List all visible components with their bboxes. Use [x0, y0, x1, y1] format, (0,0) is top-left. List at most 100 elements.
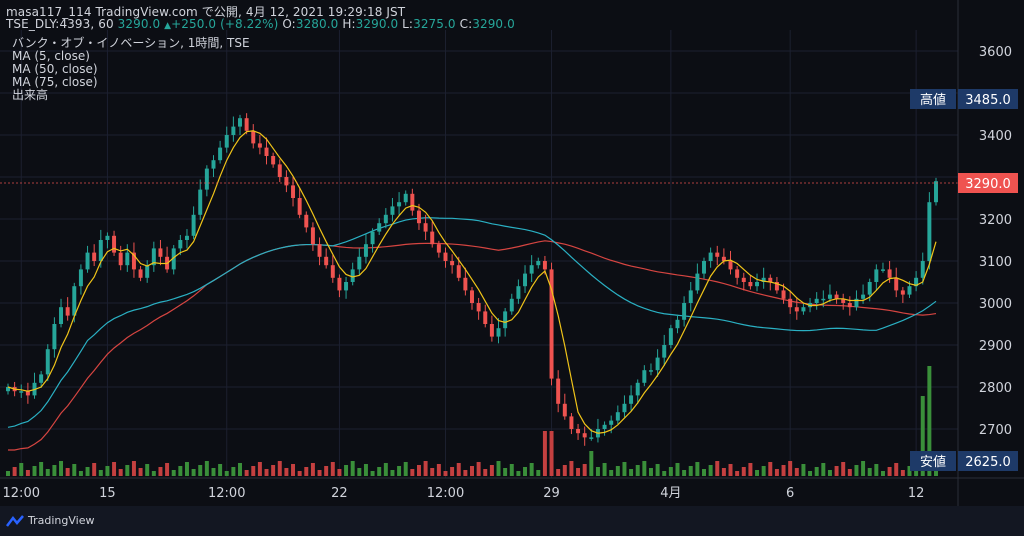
candle-body: [655, 357, 660, 371]
volume-bar: [808, 471, 813, 476]
volume-bar: [131, 461, 136, 476]
volume-bar: [794, 468, 799, 476]
volume-bar: [304, 467, 309, 476]
volume-bar: [171, 470, 176, 476]
low-value: 3275.0: [413, 17, 456, 31]
candle-body: [151, 248, 156, 266]
volume-bar: [443, 471, 448, 476]
indicator-ma75[interactable]: MA (75, close): [12, 75, 98, 89]
volume-bar: [403, 462, 408, 476]
candle-body: [648, 370, 653, 372]
candle-body: [662, 345, 667, 358]
ma50-line: [7, 217, 937, 428]
volume-bar: [894, 463, 899, 476]
candle-body: [105, 235, 110, 240]
volume-bar: [721, 468, 726, 476]
indicator-ma50[interactable]: MA (50, close): [12, 62, 98, 76]
volume-bar: [589, 451, 594, 476]
low-badge: 安値 2625.0: [910, 451, 1018, 471]
candle-body: [310, 227, 315, 245]
volume-bar: [324, 466, 329, 476]
candle-body: [330, 265, 335, 278]
volume-bars: [6, 366, 938, 476]
candle-body: [98, 240, 103, 261]
volume-bar: [370, 471, 375, 476]
candle-body: [900, 290, 905, 295]
candle-body: [211, 160, 216, 169]
candle-body: [927, 202, 932, 261]
volume-bar: [145, 464, 150, 476]
volume-bar: [668, 467, 673, 476]
candle-body: [489, 324, 494, 337]
high-badge: 高値 3485.0: [910, 89, 1018, 109]
volume-bar: [436, 464, 441, 476]
price-chart[interactable]: 2700 2800 2900 3000 3100 3200 3400 3600 12:00 15…: [0, 0, 1024, 506]
candle-body: [721, 256, 726, 261]
ma75-line: [8, 240, 937, 451]
price-axis: 2700 2800 2900 3000 3100 3200 3400 3600: [957, 0, 1012, 506]
candle-body: [291, 185, 296, 198]
indicator-ma5[interactable]: MA (5, close): [12, 49, 90, 63]
candle-body: [224, 135, 229, 148]
candle-body: [496, 328, 501, 337]
y-tick-label: 2900: [979, 339, 1012, 354]
candle-body: [450, 261, 455, 266]
volume-bar: [774, 469, 779, 476]
volume-bar: [423, 461, 428, 476]
volume-bar: [761, 466, 766, 476]
candle-body: [184, 235, 189, 240]
volume-bar: [576, 468, 581, 476]
candle-body: [19, 391, 24, 393]
volume-bar: [509, 464, 514, 476]
volume-bar: [529, 463, 534, 476]
volume-bar: [45, 469, 50, 476]
volume-bar: [609, 470, 614, 476]
candle-body: [536, 261, 541, 266]
tradingview-logo[interactable]: TradingView: [6, 514, 94, 527]
volume-bar: [834, 466, 839, 476]
volume-bar: [880, 471, 885, 476]
candle-body: [403, 193, 408, 203]
symbol: TSE_DLY:4393, 60: [6, 17, 114, 31]
y-tick-label: 3200: [979, 213, 1012, 228]
candle-body: [470, 290, 474, 303]
candle-body: [324, 256, 329, 266]
y-tick-label: 3000: [979, 297, 1012, 312]
volume-bar: [39, 462, 44, 476]
low-label: 安値: [920, 454, 946, 470]
x-tick-label: 12: [908, 486, 925, 501]
volume-bar: [184, 462, 189, 476]
indicator-symbol[interactable]: バンク・オブ・イノベーション, 1時間, TSE: [12, 36, 250, 50]
candle-body: [59, 307, 64, 324]
candle-body: [629, 395, 634, 404]
candle-body: [264, 147, 269, 156]
volume-bar: [549, 431, 554, 476]
last-price-value: 3290.0: [965, 177, 1011, 192]
low-value: 2625.0: [965, 455, 1011, 470]
indicator-volume[interactable]: 出来高: [12, 88, 49, 102]
candle-body: [118, 252, 123, 266]
high-label-box: [910, 89, 956, 109]
ohlc-row: TSE_DLY:4393, 60 3290.0 ▲+250.0 (+8.22%)…: [6, 17, 515, 31]
ma5-path: [7, 130, 937, 434]
volume-bar: [191, 469, 196, 476]
volume-bar: [198, 465, 203, 476]
volume-bar: [887, 467, 892, 476]
candle-body: [907, 286, 912, 295]
volume-bar: [238, 463, 242, 476]
volume-bar: [854, 465, 859, 476]
volume-bar: [105, 466, 110, 476]
branding-text: TradingView: [28, 514, 95, 527]
candle-body: [788, 298, 793, 308]
candle-body: [244, 118, 249, 131]
candle-body: [304, 214, 309, 228]
candle-body: [874, 269, 879, 282]
volume-bar: [814, 467, 819, 476]
volume-bar: [52, 465, 57, 476]
volume-bar: [675, 463, 680, 476]
candle-body: [92, 252, 97, 261]
x-tick-label: 6: [786, 486, 794, 501]
x-tick-label: 12:00: [3, 486, 40, 501]
volume-bar: [271, 465, 276, 476]
volume-bar: [450, 467, 455, 476]
